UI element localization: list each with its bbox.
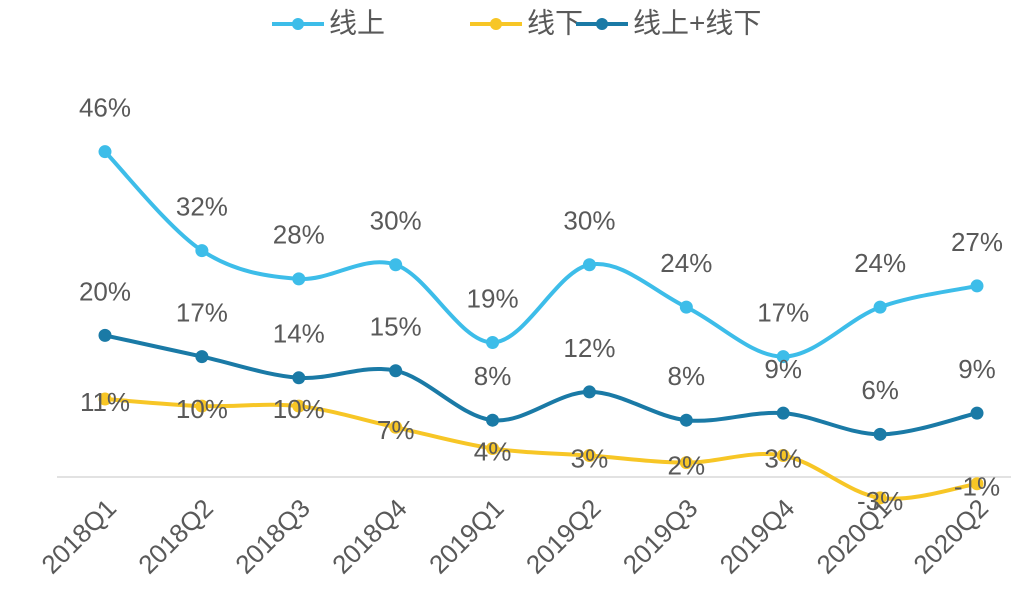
data-label: 11% — [80, 387, 130, 417]
data-point — [582, 449, 596, 463]
data-label: 7% — [377, 415, 415, 445]
x-tick-label: 2018Q4 — [326, 493, 413, 580]
data-label: 15% — [370, 312, 422, 342]
legend-marker — [596, 18, 608, 30]
x-tick-label: 2019Q4 — [714, 493, 801, 580]
series-line — [104, 397, 978, 501]
data-label: 8% — [474, 361, 512, 391]
data-label: 30% — [563, 206, 615, 236]
data-label: 24% — [854, 248, 906, 278]
data-point — [195, 244, 209, 258]
data-point — [292, 399, 306, 413]
data-point — [873, 427, 887, 441]
series-line — [104, 333, 978, 437]
data-label: 3% — [764, 443, 802, 473]
data-point — [486, 413, 500, 427]
data-label: 17% — [176, 297, 228, 327]
x-tick-label: 2018Q1 — [35, 493, 122, 580]
data-point — [389, 258, 403, 272]
data-label: 4% — [474, 436, 512, 466]
legend-label: 线上 — [329, 7, 385, 38]
data-label: 20% — [79, 276, 131, 306]
data-label: 17% — [757, 297, 809, 327]
data-label: 12% — [563, 333, 615, 363]
data-point — [486, 441, 500, 455]
data-point — [679, 413, 693, 427]
x-tick-label: 2020Q2 — [907, 493, 994, 580]
legend-label: 线下 — [527, 7, 583, 38]
data-label: 8% — [668, 361, 706, 391]
data-label: 6% — [861, 375, 899, 405]
data-label: 28% — [273, 220, 325, 250]
data-point — [873, 300, 887, 314]
data-point — [98, 328, 112, 342]
data-point — [195, 350, 209, 364]
data-point — [389, 364, 403, 378]
data-point — [292, 272, 306, 286]
data-point — [582, 385, 596, 399]
data-label: 3% — [571, 443, 609, 473]
x-tick-label: 2019Q3 — [617, 493, 704, 580]
data-label: 46% — [79, 93, 131, 123]
legend-marker — [490, 18, 502, 30]
data-point — [776, 449, 790, 463]
data-label: 9% — [764, 354, 802, 384]
data-point — [970, 279, 984, 293]
data-label: 19% — [467, 283, 519, 313]
x-tick-label: 2018Q2 — [132, 493, 219, 580]
data-label: 24% — [660, 248, 712, 278]
data-label: 27% — [951, 227, 1003, 257]
data-point — [776, 350, 790, 364]
data-label: 10% — [273, 394, 325, 424]
data-point — [679, 300, 693, 314]
data-label: 14% — [273, 319, 325, 349]
data-point — [195, 399, 209, 413]
data-label: 9% — [958, 354, 996, 384]
data-label: 32% — [176, 191, 228, 221]
data-point — [970, 477, 984, 491]
data-point — [776, 406, 790, 420]
data-point — [970, 406, 984, 420]
legend-marker — [292, 18, 304, 30]
data-label: 2% — [668, 450, 706, 480]
data-point — [292, 371, 306, 385]
data-point — [679, 456, 693, 470]
series-line — [103, 150, 978, 359]
data-label: -3% — [857, 486, 903, 516]
data-label: 10% — [176, 394, 228, 424]
data-point — [98, 392, 112, 406]
data-label: -1% — [954, 472, 1000, 502]
data-point — [98, 145, 112, 159]
data-point — [582, 258, 596, 272]
data-point — [873, 491, 887, 505]
x-tick-label: 2019Q2 — [520, 493, 607, 580]
x-tick-label: 2019Q1 — [423, 493, 510, 580]
legend-label: 线上+线下 — [633, 7, 761, 38]
data-label: 30% — [370, 206, 422, 236]
data-point — [389, 420, 403, 434]
x-tick-label: 2018Q3 — [229, 493, 316, 580]
data-point — [486, 335, 500, 349]
